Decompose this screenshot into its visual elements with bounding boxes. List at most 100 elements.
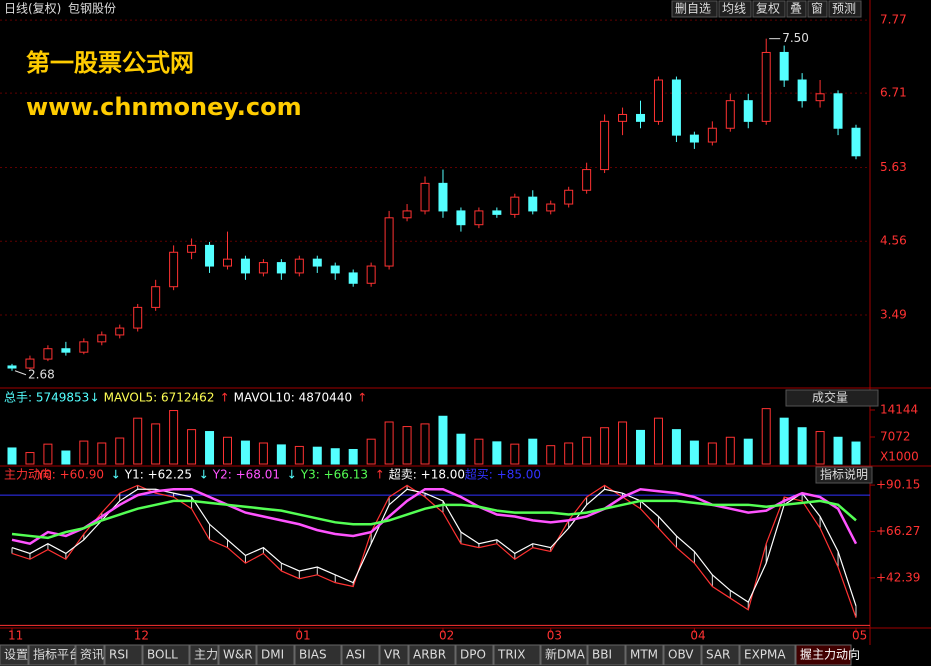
- toolbar-button-bg[interactable]: [786, 0, 807, 18]
- candle-body: [402, 210, 412, 219]
- candle-body: [492, 210, 502, 215]
- toolbar-button-bg[interactable]: [752, 0, 786, 18]
- tab[interactable]: 新DMA: [545, 647, 586, 662]
- indicator-header: Y3: +66.13: [300, 468, 368, 482]
- indicator-header: 主力动向: [4, 467, 52, 482]
- volume-bar: [582, 436, 592, 465]
- tab[interactable]: ARBR: [413, 648, 446, 662]
- tab-bg[interactable]: [341, 644, 380, 666]
- x-tick-label: 04: [690, 629, 705, 643]
- candle-body: [438, 182, 448, 212]
- toolbar-button[interactable]: 复权: [756, 2, 780, 16]
- x-tick-label: 11: [8, 629, 23, 643]
- help-button-bg[interactable]: [815, 466, 873, 484]
- header-arrow: ↑: [357, 391, 367, 405]
- indicator-selector[interactable]: [785, 389, 879, 407]
- volume-bar: [510, 443, 520, 465]
- tab-bg[interactable]: [75, 644, 105, 666]
- volume-bar: [815, 431, 825, 465]
- volume-bar: [474, 438, 484, 465]
- candle-body: [510, 196, 520, 215]
- y-tick-label: 7072: [880, 429, 911, 443]
- candle-body: [761, 51, 771, 122]
- tab-bg[interactable]: [795, 644, 852, 666]
- tab-bg[interactable]: [28, 644, 76, 666]
- tab[interactable]: ASI: [346, 648, 365, 662]
- candle-body: [151, 286, 161, 308]
- volume-bar: [79, 440, 89, 465]
- tab-bg[interactable]: [142, 644, 190, 666]
- tab-bg[interactable]: [540, 644, 588, 666]
- x-tick-label: 01: [295, 629, 310, 643]
- volume-bar: [133, 417, 143, 465]
- candle-body: [330, 265, 340, 274]
- tab[interactable]: VR: [384, 648, 401, 662]
- tab[interactable]: DPO: [460, 648, 486, 662]
- volume-bar: [25, 452, 35, 465]
- tab-bg[interactable]: [104, 644, 143, 666]
- tab-bg[interactable]: [256, 644, 295, 666]
- tab-bg[interactable]: [493, 644, 541, 666]
- indicator-header: Y0: +60.90: [36, 468, 104, 482]
- toolbar-button[interactable]: 删自选: [675, 2, 711, 16]
- tab-bg[interactable]: [408, 644, 456, 666]
- tab-bg[interactable]: [625, 644, 664, 666]
- volume-bar: [492, 441, 502, 465]
- header-arrow: ↑: [220, 391, 230, 405]
- tab[interactable]: RSI: [109, 648, 129, 662]
- price-annotation: 2.68: [28, 367, 55, 381]
- volume-bar: [115, 437, 125, 465]
- tab-bg[interactable]: [587, 644, 626, 666]
- volume-bar: [456, 433, 466, 465]
- stock-name: 包钢股份: [68, 2, 116, 16]
- candle-body: [222, 258, 232, 267]
- tab[interactable]: BOLL: [147, 648, 178, 662]
- tab-bg[interactable]: [189, 644, 219, 666]
- candle-body: [689, 134, 699, 143]
- tab[interactable]: MTM: [630, 648, 658, 662]
- toolbar-button-bg[interactable]: [807, 0, 828, 18]
- help-button[interactable]: 指标说明: [820, 467, 868, 482]
- tab[interactable]: SAR: [706, 648, 730, 662]
- candle-body: [97, 334, 107, 343]
- volume-bar: [169, 410, 179, 465]
- toolbar-button[interactable]: 预测: [832, 2, 856, 16]
- tab-bg[interactable]: [663, 644, 702, 666]
- tab[interactable]: W&R: [223, 648, 253, 662]
- header-arrow: ↓: [199, 468, 209, 482]
- toolbar-button-bg[interactable]: [828, 0, 862, 18]
- toolbar-button-bg[interactable]: [718, 0, 752, 18]
- tab[interactable]: 握主力动向: [800, 647, 860, 662]
- toolbar-button[interactable]: 均线: [722, 2, 746, 16]
- tab[interactable]: 资讯: [80, 648, 104, 662]
- tab[interactable]: TRIX: [497, 648, 525, 662]
- toolbar-button-bg[interactable]: [671, 0, 718, 18]
- volume-bar: [240, 440, 250, 465]
- candle-body: [707, 127, 717, 143]
- volume-bar: [528, 438, 538, 465]
- volume-bar: [636, 429, 646, 465]
- tab-bg[interactable]: [455, 644, 494, 666]
- tab-bg[interactable]: [701, 644, 740, 666]
- tab[interactable]: BIAS: [299, 648, 327, 662]
- candle-body: [743, 100, 753, 122]
- tab-bg[interactable]: [739, 644, 796, 666]
- tab[interactable]: DMI: [261, 648, 284, 662]
- tab[interactable]: 指标平台: [33, 647, 81, 662]
- tab-bg[interactable]: [218, 644, 257, 666]
- tab[interactable]: 主力: [194, 648, 218, 662]
- tab-bg[interactable]: [0, 644, 29, 666]
- tab-bg[interactable]: [379, 644, 409, 666]
- tab[interactable]: EXPMA: [744, 648, 786, 662]
- volume-bar: [833, 436, 843, 465]
- indicator-header: 超卖: +18.00: [389, 467, 465, 482]
- candle-body: [456, 210, 466, 226]
- y-tick-label: 4.56: [880, 234, 907, 248]
- indicator-selector-label[interactable]: 成交量: [812, 390, 848, 405]
- tab[interactable]: 设置: [4, 648, 28, 662]
- tab[interactable]: OBV: [668, 648, 694, 662]
- tab[interactable]: BBI: [592, 648, 612, 662]
- toolbar-button[interactable]: 窗: [811, 2, 823, 16]
- tab-bg[interactable]: [294, 644, 342, 666]
- toolbar-button[interactable]: 叠: [790, 2, 802, 16]
